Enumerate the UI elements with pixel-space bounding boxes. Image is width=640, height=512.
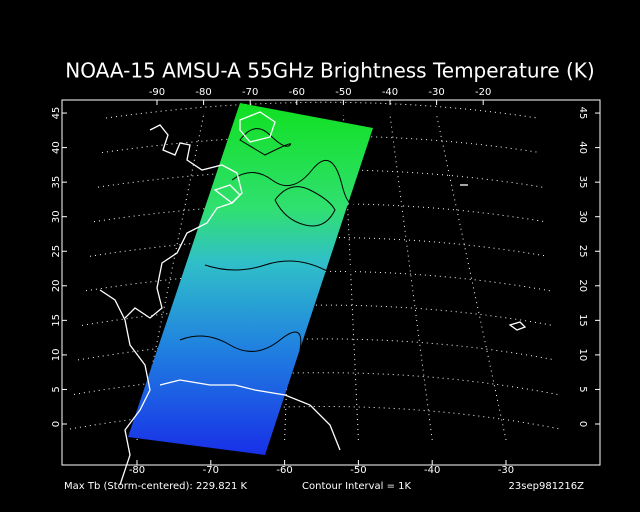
bottom-tick-label: -70 <box>203 465 219 476</box>
top-tick-label: -30 <box>428 87 444 98</box>
top-tick-label: -70 <box>242 87 258 98</box>
right-tick-label: 25 <box>577 245 588 258</box>
right-tick-label: 40 <box>577 141 588 154</box>
footer-max-tb: Max Tb (Storm-centered): 229.821 K <box>64 481 247 492</box>
left-tick-label: 5 <box>51 386 62 392</box>
parallel <box>105 101 538 119</box>
footer-contour: Contour Interval = 1K <box>302 481 412 492</box>
left-tick-label: 25 <box>51 245 62 258</box>
meridian <box>436 114 507 441</box>
left-tick-label: 35 <box>51 176 62 189</box>
right-tick-label: 45 <box>577 107 588 120</box>
top-tick-label: -80 <box>195 87 211 98</box>
right-tick-label: 15 <box>577 314 588 327</box>
footer-time: 23sep981216Z <box>509 481 585 492</box>
top-tick-label: -90 <box>149 87 165 98</box>
left-tick-label: 0 <box>51 421 62 427</box>
bottom-tick-label: -40 <box>424 465 440 476</box>
coastlines <box>99 111 527 486</box>
left-tick-label: 40 <box>51 141 62 154</box>
left-tick-label: 15 <box>51 314 62 327</box>
parallel <box>73 372 558 395</box>
right-tick-label: 35 <box>577 176 588 189</box>
right-tick-label: 0 <box>577 421 588 427</box>
left-tick-label: 45 <box>51 107 62 120</box>
parallel <box>81 304 553 326</box>
frame <box>61 99 601 466</box>
left-tick-label: 30 <box>51 210 62 223</box>
left-tick-label: 10 <box>51 349 62 362</box>
right-tick-label: 20 <box>577 279 588 292</box>
bottom-tick-label: -60 <box>276 465 292 476</box>
bottom-tick-label: -80 <box>129 465 145 476</box>
title: NOAA-15 AMSU-A 55GHz Brightness Temperat… <box>65 59 594 83</box>
right-tick-label: 5 <box>577 386 588 392</box>
top-tick-label: -40 <box>382 87 398 98</box>
right-tick-label: 10 <box>577 349 588 362</box>
top-tick-label: -20 <box>475 87 491 98</box>
bottom-tick-label: -50 <box>350 465 366 476</box>
bottom-tick-label: -30 <box>498 465 514 476</box>
right-tick-label: 30 <box>577 210 588 223</box>
top-tick-label: -50 <box>335 87 351 98</box>
contours <box>179 128 368 352</box>
left-tick-label: 20 <box>51 279 62 292</box>
top-tick-label: -60 <box>289 87 305 98</box>
